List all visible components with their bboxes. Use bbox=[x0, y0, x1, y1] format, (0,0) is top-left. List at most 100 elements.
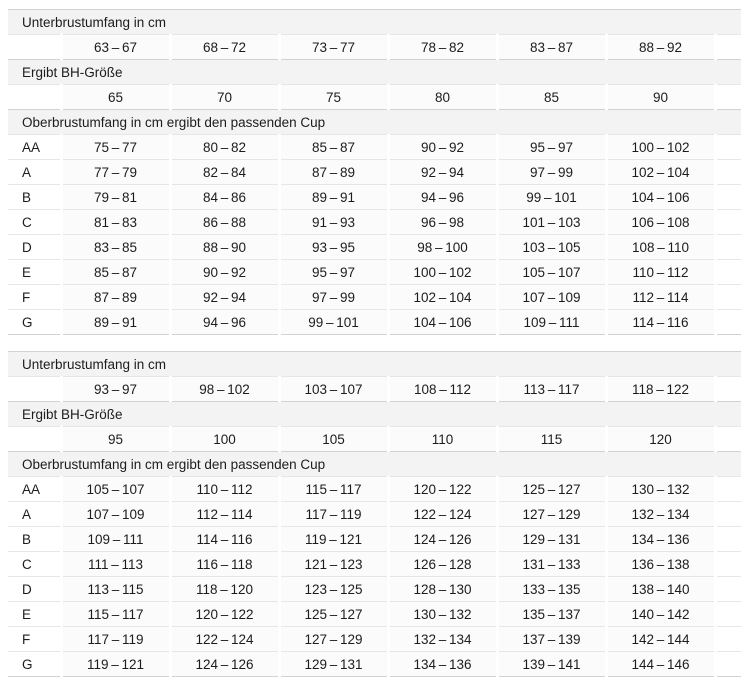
cup-range-cell: 80 – 82 bbox=[168, 134, 281, 160]
cup-range-cell: 115 – 117 bbox=[59, 601, 172, 627]
cup-range-cell: 134 – 136 bbox=[604, 526, 717, 552]
spacer-cell bbox=[715, 601, 742, 627]
cup-letter-cell: C bbox=[8, 551, 61, 577]
cup-letter-cell: E bbox=[8, 259, 61, 285]
cup-range-cell: 112 – 114 bbox=[168, 501, 281, 527]
cup-letter-cell: A bbox=[8, 159, 61, 185]
cup-range-cell: 86 – 88 bbox=[168, 209, 281, 235]
bra-size-header-band-row: Ergibt BH-Größe bbox=[8, 59, 742, 85]
bra-size-values-row: 95 100 105 110 115 120 bbox=[8, 426, 742, 452]
cup-range-cell: 104 – 106 bbox=[386, 309, 499, 335]
bra-size-header-band-label: Ergibt BH-Größe bbox=[8, 59, 742, 85]
cup-range-cell: 117 – 119 bbox=[277, 501, 390, 527]
cup-range-cell: 111 – 113 bbox=[59, 551, 172, 577]
bra-size-values-row: 65 70 75 80 85 90 bbox=[8, 84, 742, 110]
underbust-range-cell: 83 – 87 bbox=[495, 34, 608, 60]
cup-range-cell: 113 – 115 bbox=[59, 576, 172, 602]
cup-range-cell: 85 – 87 bbox=[59, 259, 172, 285]
cup-range-cell: 96 – 98 bbox=[386, 209, 499, 235]
cup-header-band-row: Oberbrustumfang in cm ergibt den passend… bbox=[8, 109, 742, 135]
cup-letter-cell: AA bbox=[8, 134, 61, 160]
cup-letter-cell: B bbox=[8, 184, 61, 210]
empty-lead-cell bbox=[8, 426, 61, 452]
bra-size-cell: 120 bbox=[604, 426, 717, 452]
cup-range-cell: 100 – 102 bbox=[604, 134, 717, 160]
cup-range-cell: 116 – 118 bbox=[168, 551, 281, 577]
cup-row: AA 75 – 77 80 – 82 85 – 87 90 – 92 95 – 97 100… bbox=[8, 134, 742, 160]
underbust-range-cell: 108 – 112 bbox=[386, 376, 499, 402]
spacer-cell bbox=[715, 651, 742, 677]
cup-range-cell: 109 – 111 bbox=[495, 309, 608, 335]
cup-range-cell: 125 – 127 bbox=[277, 601, 390, 627]
cup-range-cell: 132 – 134 bbox=[386, 626, 499, 652]
spacer-cell bbox=[715, 376, 742, 402]
cup-letter-cell: F bbox=[8, 626, 61, 652]
cup-range-cell: 128 – 130 bbox=[386, 576, 499, 602]
cup-range-cell: 87 – 89 bbox=[59, 284, 172, 310]
spacer-cell bbox=[715, 134, 742, 160]
table-body-lower: Unterbrustumfang in cm 93 – 97 98 – 102 103… bbox=[8, 351, 742, 677]
bra-size-cell: 85 bbox=[495, 84, 608, 110]
underbust-values-row: 63 – 67 68 – 72 73 – 77 78 – 82 83 – 87 88 – … bbox=[8, 34, 742, 60]
cup-row: A 77 – 79 82 – 84 87 – 89 92 – 94 97 – 99 102 … bbox=[8, 159, 742, 185]
underbust-range-cell: 73 – 77 bbox=[277, 34, 390, 60]
bra-size-cell: 100 bbox=[168, 426, 281, 452]
cup-range-cell: 77 – 79 bbox=[59, 159, 172, 185]
cup-range-cell: 92 – 94 bbox=[386, 159, 499, 185]
underbust-values-row: 93 – 97 98 – 102 103 – 107 108 – 112 113 – 1… bbox=[8, 376, 742, 402]
spacer-cell bbox=[715, 284, 742, 310]
cup-range-cell: 87 – 89 bbox=[277, 159, 390, 185]
underbust-range-cell: 113 – 117 bbox=[495, 376, 608, 402]
cup-range-cell: 114 – 116 bbox=[168, 526, 281, 552]
cup-range-cell: 140 – 142 bbox=[604, 601, 717, 627]
cup-range-cell: 85 – 87 bbox=[277, 134, 390, 160]
cup-range-cell: 117 – 119 bbox=[59, 626, 172, 652]
cup-range-cell: 105 – 107 bbox=[59, 476, 172, 502]
spacer-cell bbox=[715, 209, 742, 235]
empty-lead-cell bbox=[8, 376, 61, 402]
cup-range-cell: 97 – 99 bbox=[277, 284, 390, 310]
cup-range-cell: 88 – 90 bbox=[168, 234, 281, 260]
underbust-range-cell: 103 – 107 bbox=[277, 376, 390, 402]
cup-range-cell: 126 – 128 bbox=[386, 551, 499, 577]
spacer-cell bbox=[715, 476, 742, 502]
empty-lead-cell bbox=[8, 84, 61, 110]
cup-header-band-row: Oberbrustumfang in cm ergibt den passend… bbox=[8, 451, 742, 477]
cup-row: E 115 – 117 120 – 122 125 – 127 130 – 132 135… bbox=[8, 601, 742, 627]
cup-header-band-label: Oberbrustumfang in cm ergibt den passend… bbox=[8, 109, 742, 135]
cup-range-cell: 84 – 86 bbox=[168, 184, 281, 210]
bra-size-cell: 70 bbox=[168, 84, 281, 110]
underbust-range-cell: 68 – 72 bbox=[168, 34, 281, 60]
cup-range-cell: 120 – 122 bbox=[168, 601, 281, 627]
cup-range-cell: 125 – 127 bbox=[495, 476, 608, 502]
cup-range-cell: 139 – 141 bbox=[495, 651, 608, 677]
spacer-cell bbox=[715, 184, 742, 210]
underbust-range-cell: 98 – 102 bbox=[168, 376, 281, 402]
cup-row: D 113 – 115 118 – 120 123 – 125 128 – 130 133… bbox=[8, 576, 742, 602]
cup-row: B 109 – 111 114 – 116 119 – 121 124 – 126 129… bbox=[8, 526, 742, 552]
underbust-range-cell: 63 – 67 bbox=[59, 34, 172, 60]
spacer-cell bbox=[715, 501, 742, 527]
cup-range-cell: 90 – 92 bbox=[168, 259, 281, 285]
underbust-header-band-label: Unterbrustumfang in cm bbox=[8, 351, 742, 377]
spacer-cell bbox=[715, 34, 742, 60]
cup-range-cell: 144 – 146 bbox=[604, 651, 717, 677]
bra-size-header-band-label: Ergibt BH-Größe bbox=[8, 401, 742, 427]
cup-range-cell: 99 – 101 bbox=[495, 184, 608, 210]
cup-letter-cell: A bbox=[8, 501, 61, 527]
cup-range-cell: 129 – 131 bbox=[277, 651, 390, 677]
cup-range-cell: 133 – 135 bbox=[495, 576, 608, 602]
cup-range-cell: 105 – 107 bbox=[495, 259, 608, 285]
bra-size-cell: 115 bbox=[495, 426, 608, 452]
cup-range-cell: 136 – 138 bbox=[604, 551, 717, 577]
cup-range-cell: 107 – 109 bbox=[495, 284, 608, 310]
cup-range-cell: 134 – 136 bbox=[386, 651, 499, 677]
cup-row: C 81 – 83 86 – 88 91 – 93 96 – 98 101 – 103 10… bbox=[8, 209, 742, 235]
bra-size-table-upper: Unterbrustumfang in cm 63 – 67 68 – 72 73 –… bbox=[8, 9, 742, 335]
cup-range-cell: 94 – 96 bbox=[386, 184, 499, 210]
cup-range-cell: 110 – 112 bbox=[604, 259, 717, 285]
bra-size-cell: 110 bbox=[386, 426, 499, 452]
bra-size-cell: 105 bbox=[277, 426, 390, 452]
cup-range-cell: 99 – 101 bbox=[277, 309, 390, 335]
cup-range-cell: 132 – 134 bbox=[604, 501, 717, 527]
